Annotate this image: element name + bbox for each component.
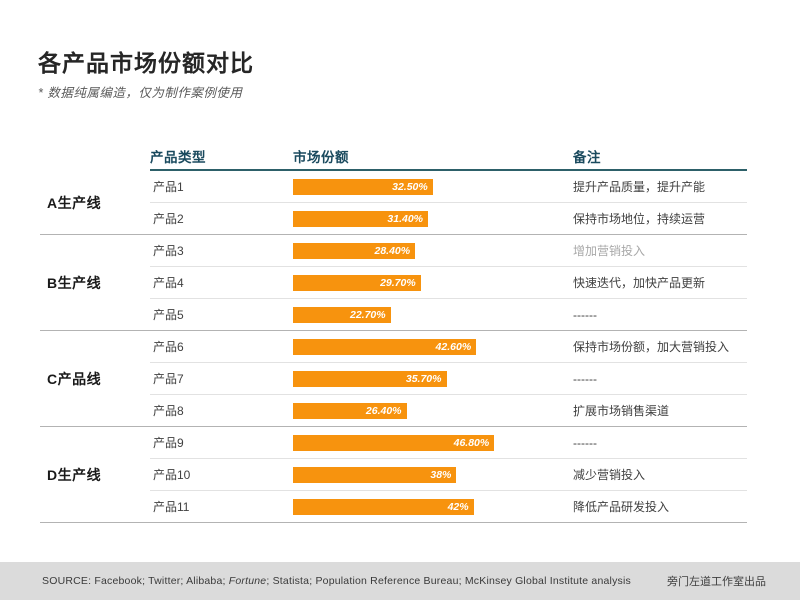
group-label: D生产线 xyxy=(47,466,102,483)
product-name: 产品1 xyxy=(153,180,184,194)
product-name: 产品4 xyxy=(153,276,184,290)
group-label: A生产线 xyxy=(47,194,102,211)
table-row: 产品3 28.40% 增加营销投入 xyxy=(150,235,747,266)
bar-value-label: 42.60% xyxy=(435,340,472,353)
column-header-market-share: 市场份额 xyxy=(293,149,349,165)
table-row: 产品6 42.60% 保持市场份额，加大营销投入 xyxy=(150,331,747,362)
bar-cell: 35.70% xyxy=(293,370,573,387)
table-row: 产品5 22.70% ------ xyxy=(150,298,747,330)
bar-value-label: 46.80% xyxy=(453,436,490,449)
bar-value-label: 32.50% xyxy=(392,180,428,193)
bar-value-label: 26.40% xyxy=(365,404,402,417)
bar-cell: 38% xyxy=(293,466,573,483)
remark-text: ------ xyxy=(573,371,597,386)
table-row: 产品2 31.40% 保持市场地位，持续运营 xyxy=(150,202,747,234)
group-rows: 产品9 46.80% ------ 产品10 38% 减少营销投入产品11 42% 降低产品研… xyxy=(150,427,747,522)
product-name: 产品11 xyxy=(153,500,190,514)
market-share-table: 产品类型 市场份额 备注 A生产线 产品1 32.50% 提升产品质量，提升产能产品2… xyxy=(40,142,747,523)
table-row: 产品1 32.50% 提升产品质量，提升产能 xyxy=(150,171,747,202)
product-group: B生产线 产品3 28.40% 增加营销投入 产品4 29.70% 快速迭代，加快产品更新产… xyxy=(40,235,747,331)
bar-cell: 22.70% xyxy=(293,306,573,323)
group-rows: 产品6 42.60% 保持市场份额，加大营销投入产品7 35.70% ------ 产品8… xyxy=(150,331,747,426)
product-name: 产品9 xyxy=(153,436,184,450)
page-title: 各产品市场份额对比 xyxy=(38,50,254,76)
table-row: 产品11 42% 降低产品研发投入 xyxy=(150,490,747,522)
bar-value-label: 29.70% xyxy=(380,276,416,289)
group-rows: 产品1 32.50% 提升产品质量，提升产能产品2 31.40% 保持市场地位，持续运营 xyxy=(150,171,747,234)
table-row: 产品10 38% 减少营销投入 xyxy=(150,458,747,490)
market-share-bar: 26.40% xyxy=(293,402,407,419)
bar-cell: 29.70% xyxy=(293,274,573,291)
remark-text: 减少营销投入 xyxy=(573,468,646,482)
bar-cell: 28.40% xyxy=(293,242,573,259)
table-row: 产品9 46.80% ------ xyxy=(150,427,747,458)
bar-value-label: 38% xyxy=(430,468,452,481)
product-group: D生产线 产品9 46.80% ------ 产品10 38% 减少营销投入产品11 42% 降… xyxy=(40,427,747,523)
market-share-bar: 46.80% xyxy=(293,434,495,451)
product-name: 产品8 xyxy=(153,404,184,418)
remark-text: 提升产品质量，提升产能 xyxy=(573,180,706,194)
product-name: 产品5 xyxy=(153,308,184,322)
bar-value-label: 42% xyxy=(447,500,469,513)
remark-text: 保持市场份额，加大营销投入 xyxy=(573,340,730,354)
group-rows: 产品3 28.40% 增加营销投入产品4 29.70% 快速迭代，加快产品更新产品5 22… xyxy=(150,235,747,330)
product-name: 产品10 xyxy=(153,468,191,482)
remark-text: 快速迭代，加快产品更新 xyxy=(573,276,706,290)
remark-text: ------ xyxy=(573,307,597,322)
table-body: A生产线 产品1 32.50% 提升产品质量，提升产能产品2 31.40% 保持市场地位，… xyxy=(40,171,747,523)
table-header-row: 产品类型 市场份额 备注 xyxy=(40,142,747,169)
footer-bar: SOURCE: Facebook; Twitter; Alibaba; Fort… xyxy=(0,562,800,600)
bar-cell: 32.50% xyxy=(293,178,573,195)
table-row: 产品4 29.70% 快速迭代，加快产品更新 xyxy=(150,266,747,298)
market-share-bar: 29.70% xyxy=(293,274,421,291)
group-label: B生产线 xyxy=(47,274,102,291)
page-subtitle: * 数据纯属编造，仅为制作案例使用 xyxy=(38,86,243,100)
remark-text: ------ xyxy=(573,435,597,450)
market-share-bar: 22.70% xyxy=(293,306,391,323)
bar-value-label: 28.40% xyxy=(374,244,411,257)
bar-value-label: 22.70% xyxy=(349,308,386,321)
source-text: SOURCE: Facebook; Twitter; Alibaba; Fort… xyxy=(42,575,631,587)
bar-cell: 31.40% xyxy=(293,210,573,227)
bar-cell: 26.40% xyxy=(293,402,573,419)
product-name: 产品6 xyxy=(153,340,184,354)
remark-text: 增加营销投入 xyxy=(573,244,646,258)
bar-cell: 46.80% xyxy=(293,434,573,451)
bar-cell: 42.60% xyxy=(293,338,573,355)
market-share-bar: 38% xyxy=(293,466,457,483)
market-share-bar: 31.40% xyxy=(293,210,429,227)
studio-credit: 旁门左道工作室出品 xyxy=(667,576,766,588)
bar-value-label: 31.40% xyxy=(387,212,424,225)
column-header-product-type: 产品类型 xyxy=(150,149,206,165)
group-label: C产品线 xyxy=(47,370,102,387)
product-group: C产品线 产品6 42.60% 保持市场份额，加大营销投入产品7 35.70% -----… xyxy=(40,331,747,427)
table-header-underline xyxy=(150,169,747,171)
product-group: A生产线 产品1 32.50% 提升产品质量，提升产能产品2 31.40% 保持市场地位，… xyxy=(40,171,747,235)
source-suffix: ; Statista; Population Reference Bureau;… xyxy=(266,575,631,587)
product-name: 产品3 xyxy=(153,244,184,258)
market-share-bar: 42% xyxy=(293,498,474,515)
table-row: 产品8 26.40% 扩展市场销售渠道 xyxy=(150,394,747,426)
column-header-remark: 备注 xyxy=(573,149,601,165)
remark-text: 降低产品研发投入 xyxy=(573,500,670,514)
bar-value-label: 35.70% xyxy=(405,372,442,385)
market-share-bar: 32.50% xyxy=(293,178,433,195)
market-share-bar: 42.60% xyxy=(293,338,477,355)
bar-cell: 42% xyxy=(293,498,573,515)
market-share-bar: 35.70% xyxy=(293,370,447,387)
source-italic-part: Fortune xyxy=(228,575,267,587)
source-prefix: SOURCE: Facebook; Twitter; Alibaba; xyxy=(42,575,229,587)
remark-text: 扩展市场销售渠道 xyxy=(573,404,670,418)
market-share-bar: 28.40% xyxy=(293,242,416,259)
remark-text: 保持市场地位，持续运营 xyxy=(573,212,706,226)
product-name: 产品2 xyxy=(153,212,184,226)
product-name: 产品7 xyxy=(153,372,184,386)
table-row: 产品7 35.70% ------ xyxy=(150,362,747,394)
